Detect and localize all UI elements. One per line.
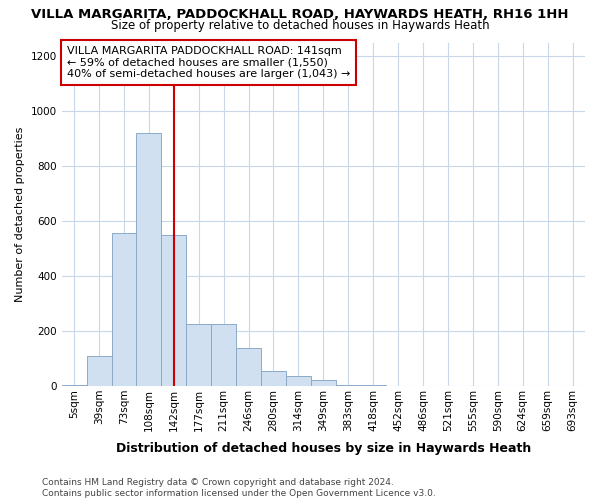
Bar — [336, 384, 361, 386]
Bar — [261, 371, 286, 386]
X-axis label: Distribution of detached houses by size in Haywards Heath: Distribution of detached houses by size … — [116, 442, 531, 455]
Bar — [361, 384, 386, 386]
Bar — [236, 348, 261, 386]
Bar — [286, 376, 311, 386]
Bar — [86, 356, 112, 386]
Bar — [136, 133, 161, 386]
Bar — [62, 384, 86, 386]
Bar — [311, 380, 336, 386]
Bar — [211, 324, 236, 386]
Y-axis label: Number of detached properties: Number of detached properties — [15, 126, 25, 302]
Text: VILLA MARGARITA PADDOCKHALL ROAD: 141sqm
← 59% of detached houses are smaller (1: VILLA MARGARITA PADDOCKHALL ROAD: 141sqm… — [67, 46, 350, 79]
Text: Contains HM Land Registry data © Crown copyright and database right 2024.
Contai: Contains HM Land Registry data © Crown c… — [42, 478, 436, 498]
Text: VILLA MARGARITA, PADDOCKHALL ROAD, HAYWARDS HEATH, RH16 1HH: VILLA MARGARITA, PADDOCKHALL ROAD, HAYWA… — [31, 8, 569, 20]
Bar — [186, 324, 211, 386]
Bar — [112, 234, 136, 386]
Text: Size of property relative to detached houses in Haywards Heath: Size of property relative to detached ho… — [110, 19, 490, 32]
Bar — [161, 235, 186, 386]
